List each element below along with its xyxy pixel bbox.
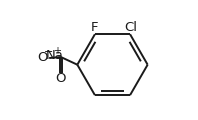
Text: O: O: [56, 72, 66, 85]
Text: F: F: [90, 21, 98, 34]
Text: −: −: [44, 47, 54, 57]
Text: O: O: [38, 51, 48, 64]
Text: Na: Na: [46, 49, 64, 62]
Text: Cl: Cl: [125, 21, 138, 34]
Text: +: +: [53, 46, 61, 56]
